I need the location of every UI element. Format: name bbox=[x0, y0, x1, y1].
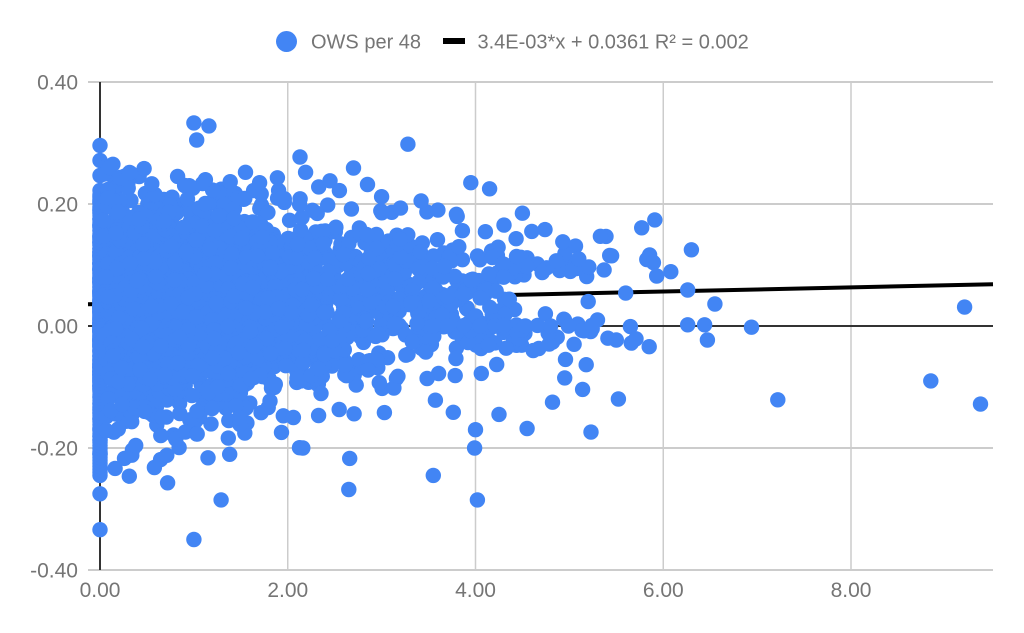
svg-text:8.00: 8.00 bbox=[831, 579, 872, 602]
svg-text:4.00: 4.00 bbox=[455, 579, 496, 602]
svg-text:6.00: 6.00 bbox=[643, 579, 684, 602]
svg-text:0.00: 0.00 bbox=[80, 579, 121, 602]
svg-text:3.4E-03*x + 0.0361 R² = 0.002: 3.4E-03*x + 0.0361 R² = 0.002 bbox=[478, 32, 749, 54]
svg-text:OWS per 48: OWS per 48 bbox=[311, 32, 421, 54]
svg-text:0.40: 0.40 bbox=[37, 72, 78, 95]
svg-text:-0.40: -0.40 bbox=[30, 560, 78, 583]
svg-text:-0.20: -0.20 bbox=[30, 438, 78, 461]
svg-text:2.00: 2.00 bbox=[267, 579, 308, 602]
svg-text:0.00: 0.00 bbox=[37, 316, 78, 339]
svg-text:0.20: 0.20 bbox=[37, 194, 78, 217]
